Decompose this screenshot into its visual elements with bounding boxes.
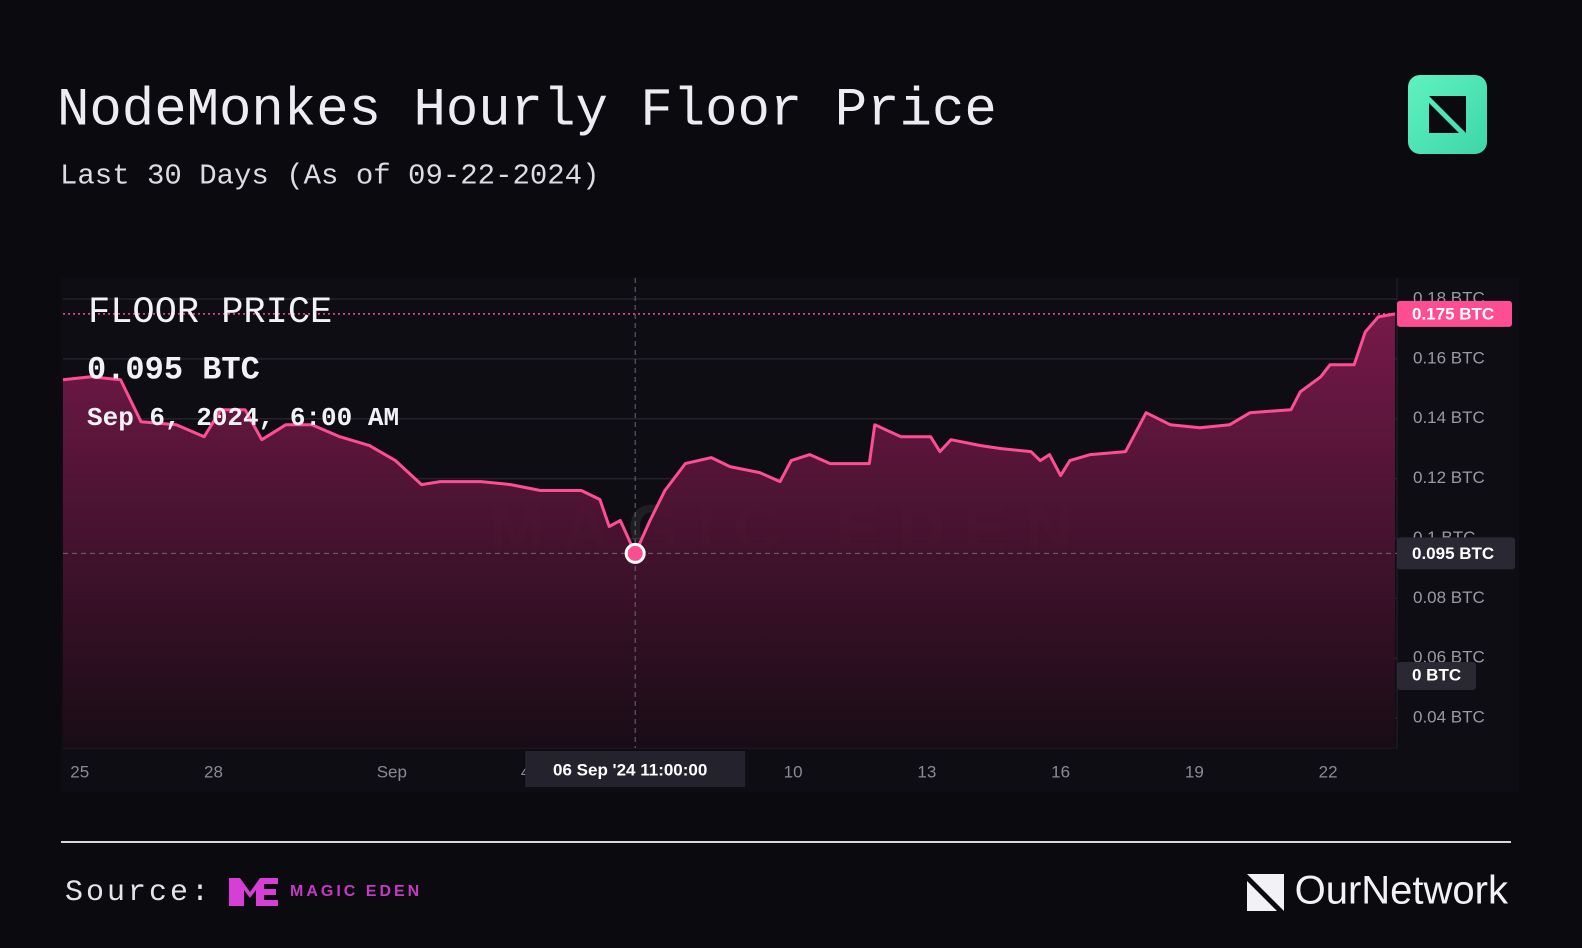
x-tick-label: 10: [784, 762, 803, 781]
y-tick-label: 0.08 BTC: [1413, 588, 1485, 607]
x-tick-label: 19: [1185, 762, 1204, 781]
y-tick-label: 0.06 BTC: [1413, 648, 1485, 667]
y-tick-label: 0.14 BTC: [1413, 408, 1485, 427]
crosshair-time-label: 06 Sep '24 11:00:00: [553, 760, 707, 779]
last-price-box: [1397, 300, 1512, 327]
x-tick-label: 25: [70, 762, 89, 781]
crosshair-value-box: [1397, 537, 1515, 570]
ournetwork-logo: [1247, 874, 1284, 911]
extra-label: 0 BTC: [1412, 665, 1461, 684]
y-tick-label: 0.16 BTC: [1413, 348, 1485, 367]
logo: [1408, 75, 1487, 154]
x-tick-label: 13: [917, 762, 936, 781]
area: [63, 313, 1395, 748]
extra-label-box: [1397, 662, 1476, 690]
x-tick-label: 22: [1319, 762, 1338, 781]
x-tick-label: 16: [1051, 762, 1070, 781]
chart-title: NodeMonkes Hourly Floor Price: [57, 80, 997, 141]
hover-value: 0.095 BTC: [87, 351, 260, 388]
source-label: Source:: [65, 876, 212, 910]
chart-subtitle: Last 30 Days (As of 09-22-2024): [60, 160, 600, 193]
x-tick-label: 28: [204, 762, 223, 781]
crosshair-point: [624, 542, 646, 564]
crosshair-value-label: 0.095 BTC: [1412, 544, 1494, 563]
magic-eden-logo: [229, 878, 278, 906]
y-tick-label: 0.04 BTC: [1413, 708, 1485, 727]
crosshair-time-box: [525, 751, 746, 787]
source-name: MAGIC EDEN: [290, 883, 422, 900]
brand: OurNetwork: [1295, 869, 1509, 913]
last-price-label: 0.175 BTC: [1412, 304, 1494, 323]
x-tick-label: Sep: [377, 762, 407, 781]
y-tick-label: 0.12 BTC: [1413, 468, 1485, 487]
panel-title: FLOOR PRICE: [88, 292, 332, 334]
line: [62, 312, 1396, 555]
hover-date: Sep 6, 2024, 6:00 AM: [87, 403, 399, 433]
